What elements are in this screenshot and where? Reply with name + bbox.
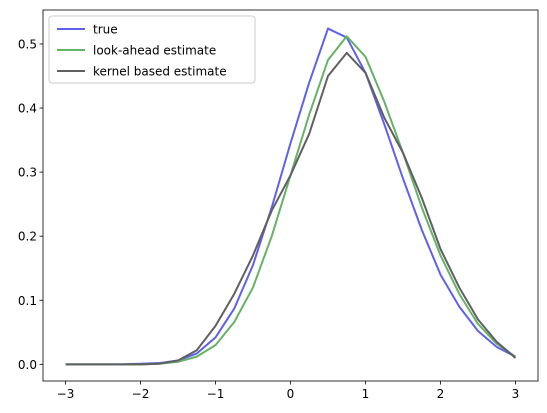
y-tick-label: 0.0	[18, 358, 37, 372]
series-line	[65, 51, 517, 366]
y-tick-label: 0.2	[18, 230, 37, 244]
y-tick-label: 0.1	[18, 294, 37, 308]
plot-frame	[42, 9, 539, 382]
y-tick-label: 0.4	[18, 102, 37, 116]
y-tick-label: 0.5	[18, 37, 37, 51]
x-tick-label: −2	[132, 387, 150, 401]
legend-label: look-ahead estimate	[93, 44, 216, 58]
series-line	[65, 35, 517, 366]
y-tick-label: 0.3	[18, 166, 37, 180]
x-tick-label: 0	[287, 387, 295, 401]
x-tick-label: 3	[512, 387, 520, 401]
x-tick-label: 1	[362, 387, 370, 401]
legend-label: true	[93, 23, 118, 37]
x-tick-label: 2	[437, 387, 445, 401]
legend-label: kernel based estimate	[93, 65, 227, 79]
x-tick-label: −1	[207, 387, 225, 401]
x-tick-label: −3	[57, 387, 75, 401]
legend-box	[48, 15, 256, 84]
